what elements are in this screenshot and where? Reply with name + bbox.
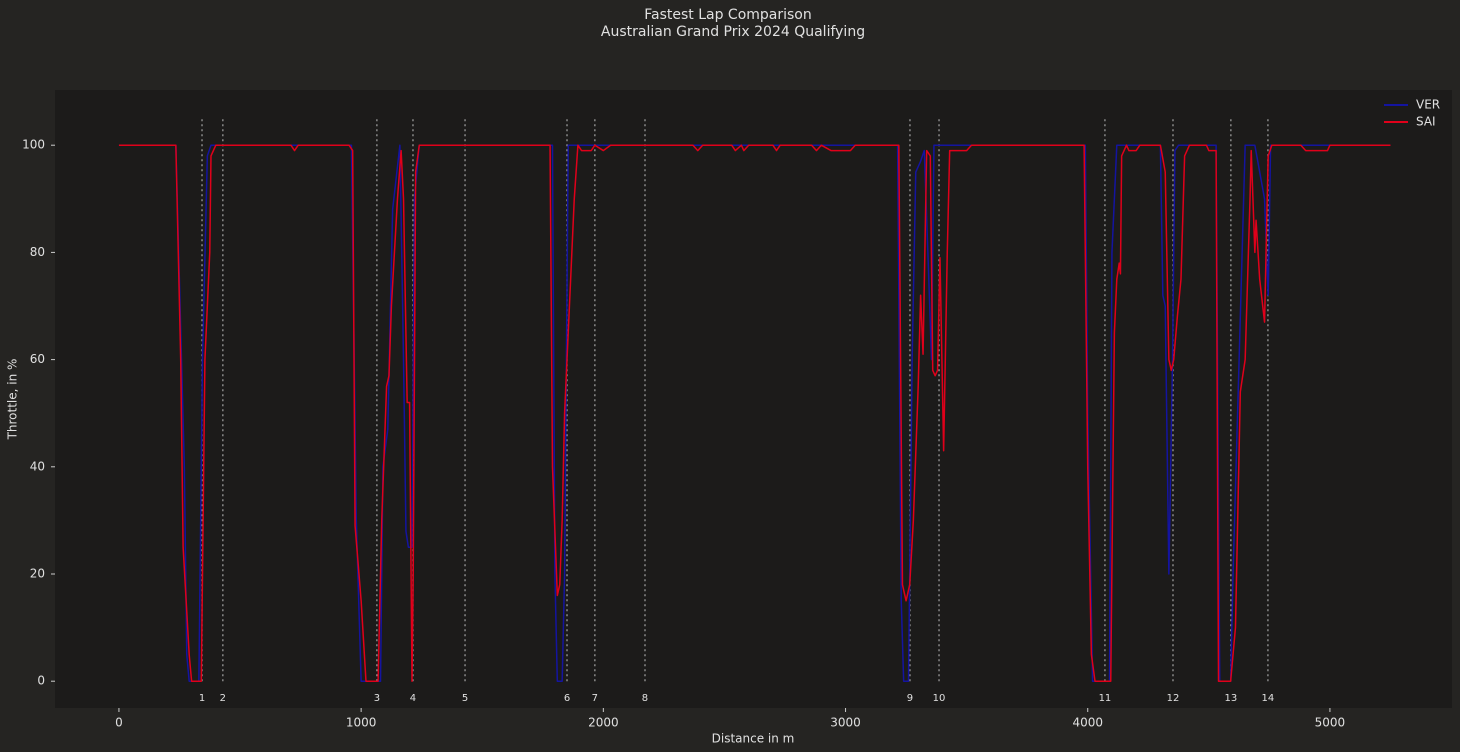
x-tick-label: 5000 [1315,716,1346,730]
corner-label: 5 [462,693,468,704]
y-tick-label: 100 [22,138,45,152]
corner-label: 7 [592,693,598,704]
chart-title: Fastest Lap Comparison [644,7,812,23]
corner-label: 8 [642,693,648,704]
corner-label: 14 [1262,693,1275,704]
x-tick-label: 1000 [346,716,377,730]
corner-label: 4 [410,693,416,704]
plot-area [55,90,1452,708]
x-tick-label: 2000 [588,716,619,730]
corner-label: 3 [374,693,380,704]
legend-label: SAI [1416,115,1436,129]
corner-label: 9 [907,693,913,704]
corner-label: 1 [199,693,205,704]
corner-label: 12 [1167,693,1180,704]
corner-label: 11 [1099,693,1112,704]
legend-label: VER [1416,98,1440,112]
y-tick-label: 40 [30,459,45,473]
x-tick-label: 4000 [1072,716,1103,730]
y-tick-label: 80 [30,245,45,259]
chart-subtitle: Australian Grand Prix 2024 Qualifying [601,24,865,40]
y-tick-label: 20 [30,567,45,581]
corner-label: 10 [933,693,946,704]
x-tick-label: 3000 [830,716,861,730]
y-tick-label: 0 [37,674,45,688]
x-tick-label: 0 [115,716,123,730]
series-line [118,144,1391,682]
corner-label: 2 [220,693,226,704]
corner-label: 6 [564,693,570,704]
x-axis-label: Distance in m [712,732,795,746]
corner-label: 13 [1225,693,1238,704]
y-tick-label: 60 [30,352,45,366]
y-axis-label: Throttle, in % [6,359,20,441]
